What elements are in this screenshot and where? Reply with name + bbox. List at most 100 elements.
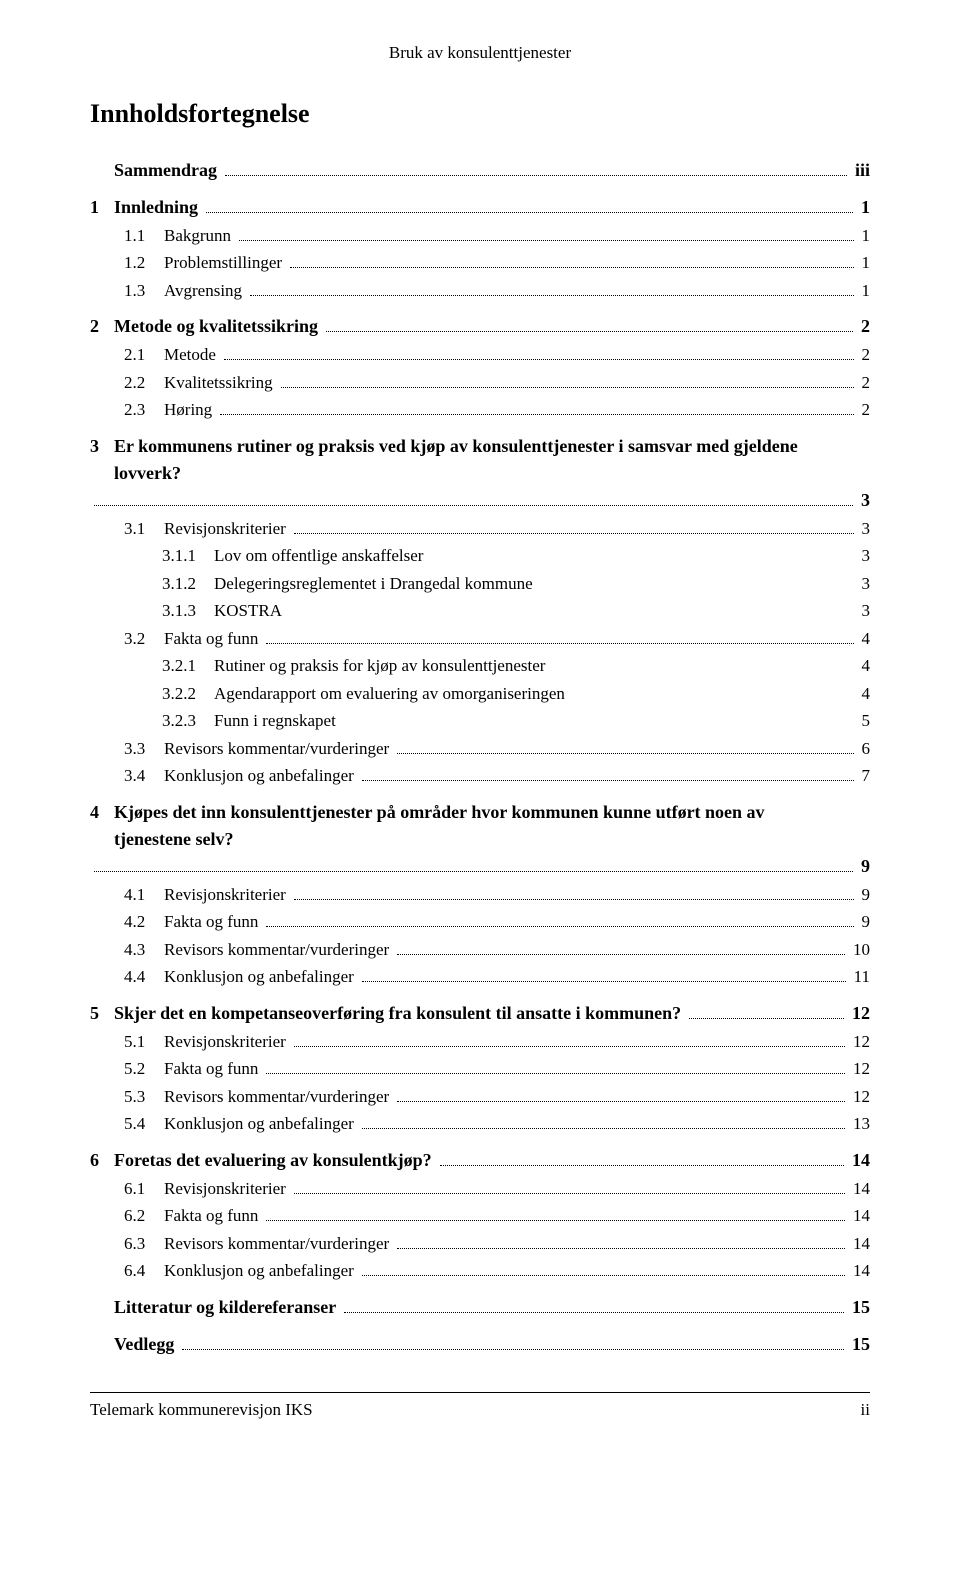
toc-entry: 5.2Fakta og funn12 [90,1056,870,1082]
toc-page: 2 [857,313,870,340]
toc-label: Revisjonskriterier [164,516,290,542]
toc-entry: 3.1Revisjonskriterier3 [90,516,870,542]
toc-page: 12 [849,1084,870,1110]
toc-label: Kjøpes det inn konsulenttjenester på omr… [114,799,844,853]
toc-number: 5 [90,1000,114,1027]
toc-number: 6 [90,1147,114,1174]
toc-label: Revisjonskriterier [164,882,290,908]
toc-leader-dots [344,1312,844,1313]
toc-number: 3.3 [124,736,164,762]
toc-entry: 2.3Høring2 [90,397,870,423]
toc-number: 6.3 [124,1231,164,1257]
toc-entry: 4.3Revisors kommentar/vurderinger10 [90,937,870,963]
toc-entry: 1Innledning1 [90,194,870,221]
toc-number: 1 [90,194,114,221]
toc-page: 14 [849,1258,870,1284]
toc-label: Konklusjon og anbefalinger [164,1111,358,1137]
toc-page: 12 [849,1056,870,1082]
toc-entry: 4.4Konklusjon og anbefalinger11 [90,964,870,990]
footer-left: Telemark kommunerevisjon IKS [90,1397,313,1423]
toc-number: 1.2 [124,250,164,276]
toc-number: 3.2.3 [162,708,214,734]
toc-page: 11 [850,964,870,990]
toc-leader-dots [220,414,853,415]
toc-label: Metode og kvalitetssikring [114,313,322,340]
toc-entry: 1.3Avgrensing1 [90,278,870,304]
toc-leader-dots [266,926,853,927]
toc-leader-dots [266,643,853,644]
toc-entry: 2.1Metode2 [90,342,870,368]
toc-label: Revisors kommentar/vurderinger [164,937,393,963]
toc-label: Bakgrunn [164,223,235,249]
toc-number: 5.2 [124,1056,164,1082]
toc-entry: 0Litteratur og kildereferanser15 [90,1294,870,1321]
toc-page: 12 [848,1000,870,1027]
toc-entry: 3.1.3KOSTRA 3 [90,598,870,624]
toc-entry: 5.1Revisjonskriterier12 [90,1029,870,1055]
toc-leader-dots [362,981,846,982]
toc-page: 1 [858,250,871,276]
toc-page: 9 [858,882,871,908]
toc-page: 2 [858,370,871,396]
toc-page: 3 [858,598,871,624]
toc-leader-dots [294,533,854,534]
toc-entry: 6.3Revisors kommentar/vurderinger14 [90,1231,870,1257]
toc-number: 3.2.2 [162,681,214,707]
toc-leader-dots [294,1046,845,1047]
toc-entry: 2.2Kvalitetssikring2 [90,370,870,396]
toc-leader-dots [397,1101,845,1102]
page-header: Bruk av konsulenttjenester [90,40,870,66]
toc-entry: 3.2.1Rutiner og praksis for kjøp av kons… [90,653,870,679]
toc-label: Konklusjon og anbefalinger [164,763,358,789]
toc-entry: 4.1Revisjonskriterier9 [90,882,870,908]
toc-entry: 4.2Fakta og funn9 [90,909,870,935]
toc-label: KOSTRA [214,598,286,624]
toc-number: 2.1 [124,342,164,368]
toc-label: Revisors kommentar/vurderinger [164,736,393,762]
toc-leader-dots [294,1193,845,1194]
toc-entry: 3Er kommunens rutiner og praksis ved kjø… [90,433,870,514]
toc-page: 14 [848,1147,870,1174]
toc-page: 6 [858,736,871,762]
toc-number: 6.1 [124,1176,164,1202]
toc-page: 14 [849,1203,870,1229]
toc-leader-dots [225,175,847,176]
toc-leader-dots [266,1220,845,1221]
toc-number: 3.4 [124,763,164,789]
toc-page: 4 [858,681,871,707]
toc-label: Fakta og funn [164,909,262,935]
toc-leader-dots [224,359,854,360]
toc-leader-dots [94,505,853,506]
toc-number: 1.1 [124,223,164,249]
toc-entry: 5.3Revisors kommentar/vurderinger 12 [90,1084,870,1110]
toc-number: 5.3 [124,1084,164,1110]
toc-number: 3.1.1 [162,543,214,569]
toc-entry: 5.4Konklusjon og anbefalinger13 [90,1111,870,1137]
toc-entry: 1.1Bakgrunn1 [90,223,870,249]
toc-entry: 6Foretas det evaluering av konsulentkjøp… [90,1147,870,1174]
toc-page: 5 [858,708,871,734]
toc-label: Innledning [114,194,202,221]
toc-label: Lov om offentlige anskaffelser [214,543,427,569]
toc-leader-dots [294,899,854,900]
toc-page: 1 [858,278,871,304]
toc-page: 3 [858,516,871,542]
toc-label: Foretas det evaluering av konsulentkjøp? [114,1147,436,1174]
toc-label: Revisors kommentar/vurderinger [164,1084,393,1110]
toc-entry: 0Vedlegg15 [90,1331,870,1358]
toc-page: 3 [858,543,871,569]
toc-leader-dots [362,780,854,781]
toc-leader-dots [689,1018,844,1019]
toc-page: 3 [857,487,870,514]
toc-number: 4.2 [124,909,164,935]
toc-label: Fakta og funn [164,626,262,652]
toc-label: Revisors kommentar/vurderinger [164,1231,393,1257]
toc-label: Fakta og funn [164,1203,262,1229]
toc-number: 3.1.3 [162,598,214,624]
toc-entry: 6.2Fakta og funn14 [90,1203,870,1229]
toc-entry: 4Kjøpes det inn konsulenttjenester på om… [90,799,870,880]
toc-label: Revisjonskriterier [164,1029,290,1055]
toc-label: Metode [164,342,220,368]
toc-label: Problemstillinger [164,250,286,276]
toc-leader-dots [266,1073,845,1074]
